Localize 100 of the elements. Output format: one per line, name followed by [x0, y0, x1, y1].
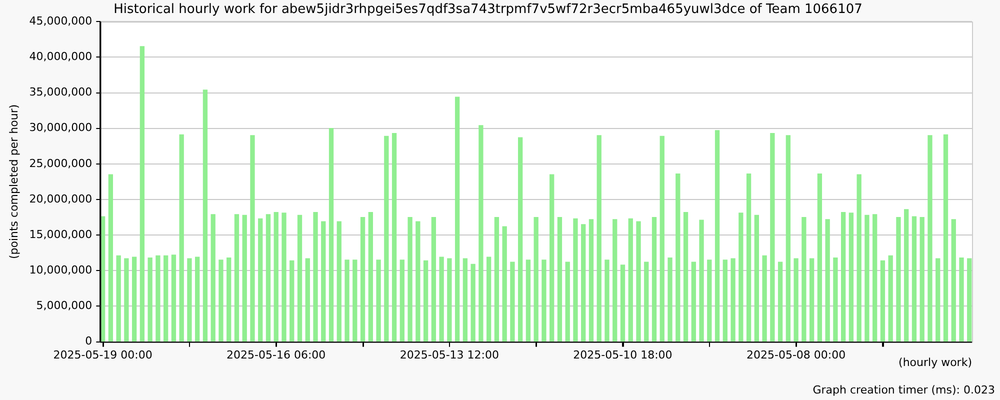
bar — [967, 258, 972, 342]
bar — [628, 218, 633, 342]
text: Graph creation timer (ms): 0.023 — [812, 383, 995, 396]
bar — [959, 258, 964, 342]
bar — [888, 255, 893, 342]
bar — [384, 136, 389, 342]
bar — [620, 264, 626, 342]
bar — [447, 258, 452, 342]
bar — [148, 258, 152, 342]
bar — [328, 128, 334, 342]
bar — [266, 214, 271, 342]
x-tick-label: 2025-05-19 00:00 — [53, 348, 152, 362]
bar — [494, 216, 500, 342]
bar — [400, 260, 404, 342]
bar — [108, 174, 114, 342]
bar — [368, 212, 373, 342]
bar — [376, 260, 381, 342]
bar — [612, 219, 618, 342]
bar — [794, 258, 798, 342]
bar — [297, 214, 302, 342]
y-axis-title: (points completed per hour) — [7, 104, 20, 260]
bar — [644, 262, 649, 342]
y-tick-label: 0 — [85, 334, 92, 348]
bar — [668, 258, 672, 342]
bar — [462, 258, 468, 342]
x-axis-title: (hourly work) — [898, 356, 972, 370]
bar — [195, 256, 200, 342]
bar — [730, 258, 736, 342]
bar — [936, 258, 940, 342]
bar — [478, 125, 484, 342]
bar — [872, 214, 878, 342]
bar — [550, 174, 554, 342]
y-tick-label: 15,000,000 — [29, 228, 92, 241]
bar — [738, 212, 744, 342]
bar — [636, 221, 641, 342]
y-tick-label: 5,000,000 — [36, 299, 92, 312]
bar — [179, 134, 184, 342]
bar — [392, 132, 397, 342]
bar — [714, 130, 720, 342]
bar — [408, 216, 412, 342]
bar — [928, 135, 932, 342]
bar — [305, 258, 310, 342]
bar — [841, 212, 846, 342]
bar — [313, 212, 318, 342]
x-tick-label: 2025-05-08 00:00 — [746, 348, 846, 362]
x-tick-label: 2025-05-16 06:00 — [226, 348, 326, 362]
bar — [856, 174, 862, 342]
bar — [786, 135, 791, 342]
bar — [581, 224, 586, 342]
bar — [896, 216, 901, 342]
bar — [242, 214, 247, 342]
bar — [258, 218, 263, 342]
bar — [431, 216, 436, 342]
bar — [754, 214, 759, 342]
bar — [290, 260, 294, 342]
bar — [187, 258, 192, 342]
bar — [156, 255, 160, 342]
bar — [912, 216, 917, 342]
bar — [132, 256, 137, 342]
bar — [274, 212, 278, 342]
bar — [848, 212, 854, 342]
bar — [809, 258, 814, 342]
bar — [746, 174, 752, 342]
bar — [951, 219, 956, 342]
y-tick-label: 20,000,000 — [29, 192, 92, 206]
bar — [802, 216, 806, 342]
bar — [534, 216, 538, 342]
bar — [542, 260, 546, 342]
bar — [250, 135, 255, 342]
bar — [416, 221, 420, 342]
bar — [770, 132, 775, 342]
bar — [518, 137, 523, 342]
bar — [234, 214, 240, 342]
bar — [904, 209, 909, 342]
bar — [588, 219, 594, 342]
y-tick-label: 40,000,000 — [29, 50, 92, 64]
chart-title: Historical hourly work for abew5jidr3rhpgei5es7qdf3sa743trpmf7v5wf72r3ecr5mba465yuwl3dce of Team 1066107 — [114, 2, 862, 18]
bar — [762, 255, 767, 342]
bar — [202, 90, 208, 342]
bar — [526, 260, 531, 342]
bar — [423, 260, 428, 342]
bar — [116, 255, 121, 342]
bar — [864, 214, 870, 342]
bar — [596, 135, 602, 342]
bar — [510, 262, 515, 342]
bar — [321, 221, 326, 342]
bar — [722, 260, 728, 342]
bar — [833, 258, 838, 342]
bar — [502, 226, 507, 342]
bar — [470, 264, 476, 342]
bar — [573, 218, 578, 342]
y-tick-label: 45,000,000 — [29, 14, 92, 28]
bar — [778, 262, 783, 342]
x-tick-label: 2025-05-13 12:00 — [400, 348, 499, 362]
bar — [660, 136, 664, 342]
bar — [360, 216, 366, 342]
bar — [683, 212, 688, 342]
bar — [171, 254, 176, 342]
y-tick-label: 35,000,000 — [29, 86, 92, 99]
bar — [124, 258, 129, 342]
